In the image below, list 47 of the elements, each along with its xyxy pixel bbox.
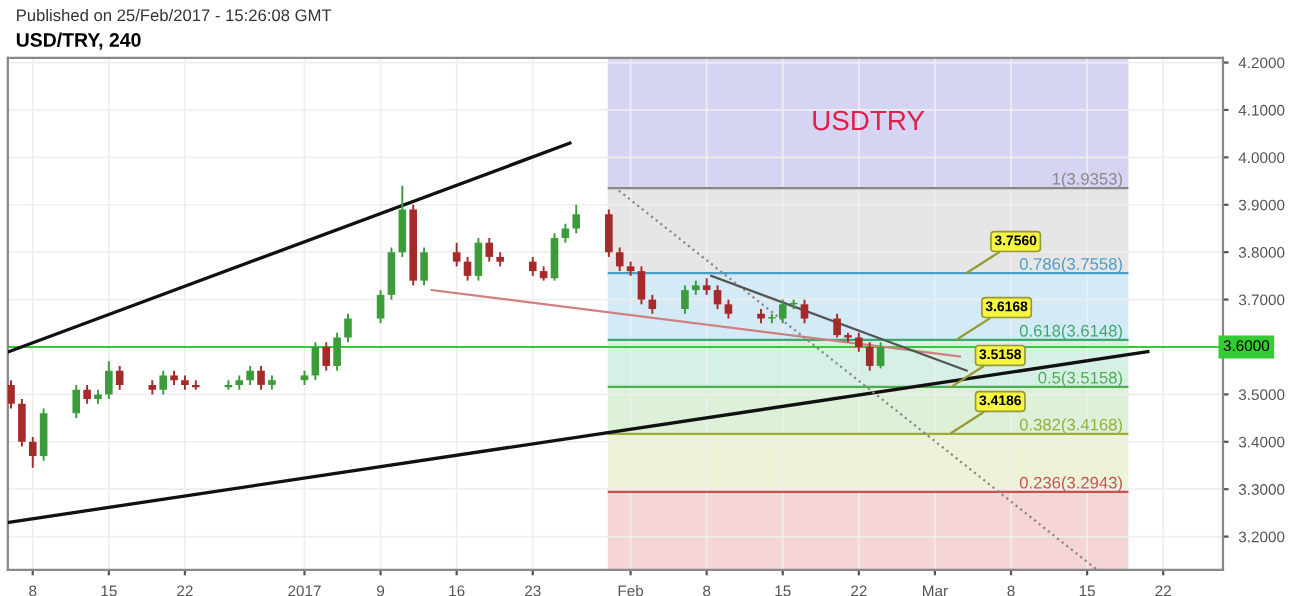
candlestick <box>550 232 559 282</box>
candlestick <box>311 341 320 382</box>
candlestick <box>105 360 113 401</box>
text: Published on 25/Feb/2017 - 15:26:08 GMT <box>17 8 332 22</box>
candlestick <box>452 241 461 268</box>
candlestick <box>561 222 570 244</box>
ref-line-label: 0.236(3.2943) <box>1019 476 1122 492</box>
candlestick <box>18 398 26 448</box>
candlestick <box>159 369 167 396</box>
candlestick <box>322 341 331 372</box>
candlestick <box>7 379 15 410</box>
candlestick <box>387 246 396 301</box>
candlestick <box>833 312 841 339</box>
candlestick <box>474 236 483 282</box>
ref-line-label: 0.618(3.6148) <box>1019 324 1122 340</box>
candlestick <box>615 246 624 273</box>
candlestick <box>681 284 689 315</box>
candlestick <box>420 246 428 287</box>
candlestick <box>855 331 863 353</box>
ref-line-label: 0.5(3.5158) <box>1038 371 1122 387</box>
candlestick <box>485 236 494 263</box>
candlestick <box>72 383 81 420</box>
candlestick <box>344 312 352 344</box>
ref-line-label: 0.786(3.7558) <box>1019 257 1122 274</box>
candlestick <box>605 208 613 258</box>
candlestick <box>463 255 472 282</box>
candlestick <box>713 284 722 311</box>
candlestick <box>865 341 874 372</box>
annotation: USDTRY <box>813 110 925 131</box>
candlestick <box>800 298 809 325</box>
candlestick <box>39 407 48 462</box>
ref-line-label: 0.382(3.4168) <box>1019 418 1122 434</box>
candlestick <box>333 331 341 372</box>
candlestick <box>637 265 646 306</box>
candlestick <box>724 298 733 320</box>
candlestick <box>257 364 265 391</box>
chart-title: USD/TRY, 240 <box>16 32 141 50</box>
candlestick <box>376 289 385 325</box>
candlestick <box>28 436 37 469</box>
candlestick <box>246 364 254 386</box>
candlestick <box>115 364 124 391</box>
candlestick <box>398 184 407 258</box>
candlestick <box>572 203 581 235</box>
candlestick <box>876 341 885 370</box>
candlestick <box>83 383 91 405</box>
candlestick <box>528 255 537 277</box>
ref-line-label: 1(3.9353) <box>1052 172 1122 189</box>
